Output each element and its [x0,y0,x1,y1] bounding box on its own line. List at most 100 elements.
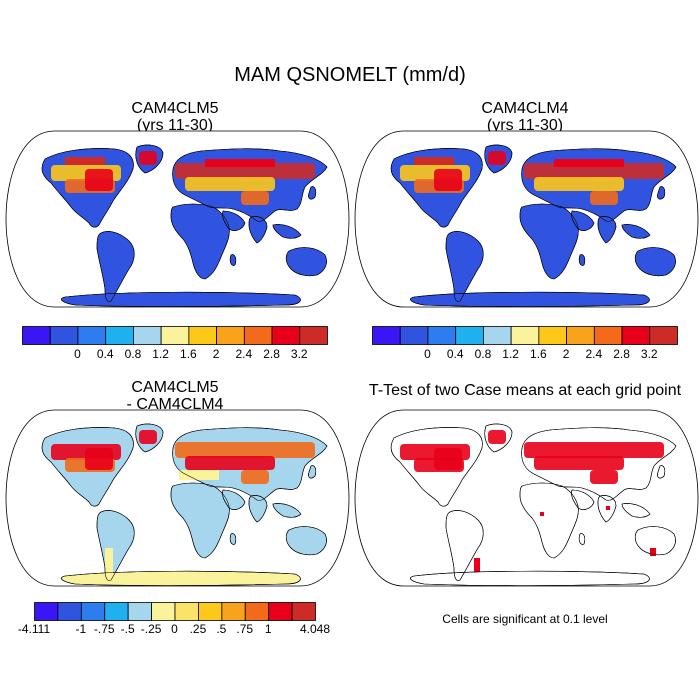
panel-title-ttest: T-Test of two Case means at each grid po… [355,382,695,399]
positive-difference-region [179,470,219,480]
map-border [354,409,699,587]
colorbar-box [244,602,270,621]
colorbar-tick-label: .5 [216,622,227,636]
coastline [657,186,666,200]
panel-title-line: - CAM4CLM4 [126,396,224,413]
map-cam4clm5 [5,130,350,308]
coastline [96,231,135,302]
colorbar-tick-label: 2.4 [585,347,603,361]
colorbar-box [174,602,199,621]
colorbar-tick-label: 1.2 [502,347,519,361]
significant-cell [540,512,544,516]
colorbar-box [127,602,152,621]
coastline [519,482,579,559]
colorbar-box [538,326,567,345]
map-difference [5,409,350,587]
colorbar-tick-label: 1 [264,622,272,636]
colorbar-box [57,602,82,621]
colorbar-tick-label: 0 [424,347,431,361]
coastline [445,510,484,581]
colorbar-tick-label: 3.2 [640,347,658,361]
colorbar-tick-label: -.75 [93,622,115,636]
significant-cell [606,506,610,510]
colorbar-box [198,602,223,621]
colorbar-box [188,326,217,345]
snowmelt-region [139,151,157,165]
colorbar-box [216,326,245,345]
map-border [5,409,350,587]
coastline [410,570,650,586]
colorbar-tick-label: 1.6 [530,347,547,361]
coastline [61,291,301,307]
colorbar-box [483,326,512,345]
colorbar-box [399,326,429,345]
snowmelt-region [139,430,157,444]
coastline [634,526,676,556]
coastline [61,570,301,586]
snowmelt-region [590,470,618,484]
colorbar-box [151,602,176,621]
panel-title-line: (yrs 11-30) [136,117,214,134]
panel-title-line: CAM4CLM5 [131,100,219,117]
coastline [41,427,134,507]
colorbar-tick-label: -4.111 [17,622,51,636]
colorbar-box [427,326,457,345]
coastline [248,216,268,244]
snowmelt-region [534,456,624,470]
coastline [621,224,651,239]
colorbar-tick-label: 0 [74,347,81,361]
snowmelt-region [241,470,269,484]
figure-title: MAM QSNOMELT (mm/d) [234,64,466,86]
snowmelt-region [534,177,624,191]
snowmelt-region [434,448,462,470]
colorbar-tick-label: .75 [236,622,254,636]
colorbar-labels-cam4clm5: 0 0.4 0.8 1.2 1.6 2 2.4 2.8 3.2 [22,347,328,363]
panel-title-cam4clm5: CAM4CLM5 (yrs 11-30) [75,100,275,134]
colorbar-box [221,602,246,621]
colorbar-box [80,602,106,621]
panel-title-line: T-Test of two Case means at each grid po… [368,382,682,399]
significant-cell [474,558,480,572]
map-border [354,130,699,308]
coastline [222,489,246,510]
colorbar-tick-label: 0.8 [474,347,492,361]
coastline [41,148,134,228]
coastline [597,216,617,244]
coastline [285,526,327,556]
colorbar-box [104,602,129,621]
coastline [521,148,677,222]
colorbar-cam4clm4 [372,326,678,345]
coastline [272,224,302,239]
colorbar-difference [34,602,316,621]
ocean [355,410,698,586]
coastline [222,210,246,231]
snowmelt-region [488,430,506,444]
colorbar-box [34,602,59,621]
colorbar-tick-label: 0.4 [96,347,114,361]
colorbar-labels-cam4clm4: 0 0.4 0.8 1.2 1.6 2 2.4 2.8 3.2 [372,347,678,363]
coastline [484,144,513,174]
colorbar-box [271,326,301,345]
coastline [521,427,677,501]
map-ttest [354,409,699,587]
coastline [571,489,595,510]
map-border [5,130,350,308]
snowmelt-region [554,159,624,167]
colorbar-box [133,326,162,345]
panel-title-line: (yrs 11-30) [486,117,564,134]
colorbar-tick-label: 1.6 [180,347,197,361]
colorbar-tick-label: 2.4 [235,347,253,361]
coastline [272,503,302,518]
colorbar-cam4clm5 [22,326,328,345]
snowmelt-region [488,151,506,165]
colorbar-tick-label: -.5 [120,622,135,636]
colorbar-tick-label: .25 [189,622,207,636]
coastline [248,495,268,523]
coastline [597,495,617,523]
colorbar-box [649,326,678,345]
colorbar-box [621,326,651,345]
significant-cell [650,548,656,556]
coastline [172,427,328,501]
coastline [135,144,164,174]
snowmelt-region [205,159,275,167]
